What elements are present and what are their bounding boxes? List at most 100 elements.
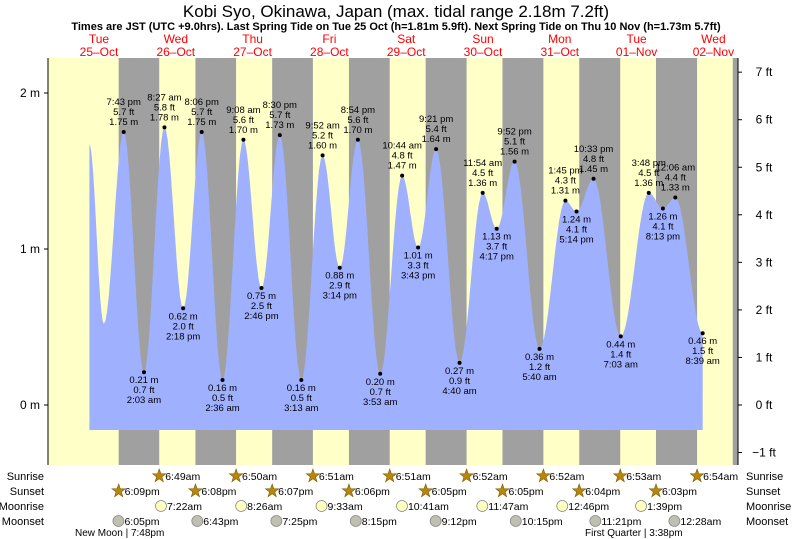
sunrise-star-icon — [689, 468, 705, 483]
day-label-dow: Thu — [242, 32, 263, 46]
low-tide-time-label: 8:13 pm — [646, 231, 680, 242]
sunset-star-icon — [187, 483, 203, 498]
low-tide-point — [220, 378, 225, 383]
high-tide-point — [241, 137, 246, 142]
high-tide-time-label: 9:08 am — [226, 105, 260, 116]
high-tide-time-label: 3:48 pm — [632, 158, 666, 169]
high-tide-time-label: 11:54 am — [463, 158, 502, 169]
day-label-date: 27–Oct — [233, 45, 272, 59]
high-tide-ft-label: 5.1 ft — [504, 137, 525, 148]
day-label-date: 26–Oct — [156, 45, 195, 59]
high-tide-time-label: 9:52 am — [305, 120, 339, 131]
low-tide-time-label: 2:46 pm — [244, 311, 278, 322]
sunset-star-icon — [264, 483, 280, 498]
high-tide-m-label: 1.75 m — [109, 117, 138, 128]
high-tide-m-label: 1.36 m — [634, 178, 663, 189]
day-label-dow: Tue — [89, 32, 110, 46]
low-tide-ft-label: 2.9 ft — [329, 281, 350, 292]
right-tick-label: 7 ft — [756, 65, 773, 79]
moonrise-moon-icon — [155, 500, 167, 512]
sunrise-time: 6:51am — [319, 471, 354, 483]
day-label-date: 25–Oct — [80, 45, 119, 59]
low-tide-time-label: 5:40 am — [522, 372, 556, 383]
right-tick-label: 6 ft — [756, 113, 773, 127]
moonset-time: 8:15pm — [362, 516, 397, 528]
sunrise-star-icon — [228, 468, 244, 483]
sunset-time: 6:06pm — [355, 486, 390, 498]
low-tide-m-label: 0.44 m — [606, 339, 635, 350]
high-tide-m-label: 1.70 m — [343, 125, 372, 136]
day-label-date: 28–Oct — [310, 45, 349, 59]
high-tide-time-label: 7:43 pm — [107, 97, 141, 108]
high-tide-time-label: 10:33 pm — [574, 144, 614, 155]
left-tick-label: 1 m — [20, 242, 40, 256]
moonset-moon-icon — [270, 515, 283, 527]
right-tick-label: 0 ft — [756, 398, 773, 412]
high-tide-ft-label: 5.7 ft — [113, 107, 134, 118]
right-tick-label: 5 ft — [756, 160, 773, 174]
sunrise-time: 6:54am — [703, 471, 738, 483]
high-tide-ft-label: 5.7 ft — [191, 107, 212, 118]
low-tide-point — [259, 286, 264, 290]
moon-phase-new: New Moon | 7:48pm — [75, 528, 164, 539]
low-tide-m-label: 0.16 m — [208, 383, 237, 394]
low-tide-ft-label: 4.1 ft — [566, 225, 587, 236]
moonrise-time: 7:22am — [167, 501, 202, 513]
sunset-star-icon — [418, 483, 434, 498]
moonset-moon-icon — [112, 515, 125, 527]
sunset-star-icon — [494, 483, 510, 498]
moon-phase-first-quarter: First Quarter | 3:38pm — [585, 528, 683, 539]
low-tide-time-label: 2:03 am — [127, 395, 161, 406]
high-tide-ft-label: 5.8 ft — [154, 102, 175, 113]
day-label-date: 01–Nov — [616, 45, 657, 59]
high-tide-m-label: 1.31 m — [551, 186, 580, 197]
sunrise-star-icon — [151, 468, 167, 483]
high-tide-time-label: 8:54 pm — [341, 105, 375, 116]
sunset-row-label-right: Sunset — [746, 486, 780, 498]
low-tide-ft-label: 2.5 ft — [251, 301, 272, 312]
high-tide-point — [646, 190, 651, 195]
moonset-row-label-left: Moonset — [2, 516, 44, 528]
high-tide-time-label: 1:45 pm — [548, 166, 582, 177]
high-tide-ft-label: 4.4 ft — [665, 173, 686, 184]
high-tide-point — [199, 130, 204, 134]
moonrise-time: 12:46pm — [568, 501, 609, 513]
high-tide-m-label: 1.73 m — [265, 120, 294, 131]
low-tide-m-label: 0.27 m — [445, 366, 474, 377]
high-tide-point — [512, 159, 517, 164]
high-tide-point — [121, 130, 126, 134]
day-label-dow: Tue — [626, 32, 647, 46]
low-tide-point — [181, 306, 186, 311]
left-tick-label: 2 m — [20, 86, 40, 100]
high-tide-m-label: 1.78 m — [150, 112, 179, 123]
chart-title: Kobi Syo, Okinawa, Japan (max. tidal ran… — [183, 2, 609, 21]
high-tide-m-label: 1.60 m — [308, 140, 337, 151]
low-tide-ft-label: 3.7 ft — [486, 242, 507, 253]
high-tide-ft-label: 4.5 ft — [472, 168, 493, 179]
low-tide-point — [494, 226, 499, 231]
sunset-star-icon — [648, 483, 664, 498]
low-tide-ft-label: 0.5 ft — [212, 393, 233, 404]
sunrise-star-icon — [612, 468, 628, 483]
high-tide-ft-label: 4.3 ft — [555, 176, 576, 187]
sunrise-time: 6:52am — [473, 471, 508, 483]
moonset-moon-icon — [429, 515, 442, 527]
right-tick-label: 2 ft — [756, 303, 773, 317]
moonset-moon-icon — [589, 515, 602, 527]
high-tide-ft-label: 5.7 ft — [269, 110, 290, 121]
high-tide-time-label: 9:52 pm — [497, 127, 531, 138]
high-tide-m-label: 1.33 m — [661, 183, 690, 194]
low-tide-point — [660, 206, 665, 211]
night-band — [732, 58, 738, 465]
low-tide-m-label: 0.75 m — [247, 291, 276, 302]
high-tide-time-label: 12:06 am — [656, 163, 696, 174]
low-tide-time-label: 4:40 am — [442, 386, 476, 397]
high-tide-time-label: 8:30 pm — [263, 100, 297, 111]
right-tick-label: −1 ft — [752, 446, 776, 460]
low-tide-time-label: 3:43 pm — [401, 270, 435, 281]
low-tide-point — [700, 331, 705, 336]
low-tide-m-label: 0.36 m — [525, 352, 554, 363]
low-tide-ft-label: 3.3 ft — [408, 260, 429, 271]
sunrise-row-label-left: Sunrise — [7, 471, 44, 483]
sunrise-time: 6:53am — [626, 471, 661, 483]
